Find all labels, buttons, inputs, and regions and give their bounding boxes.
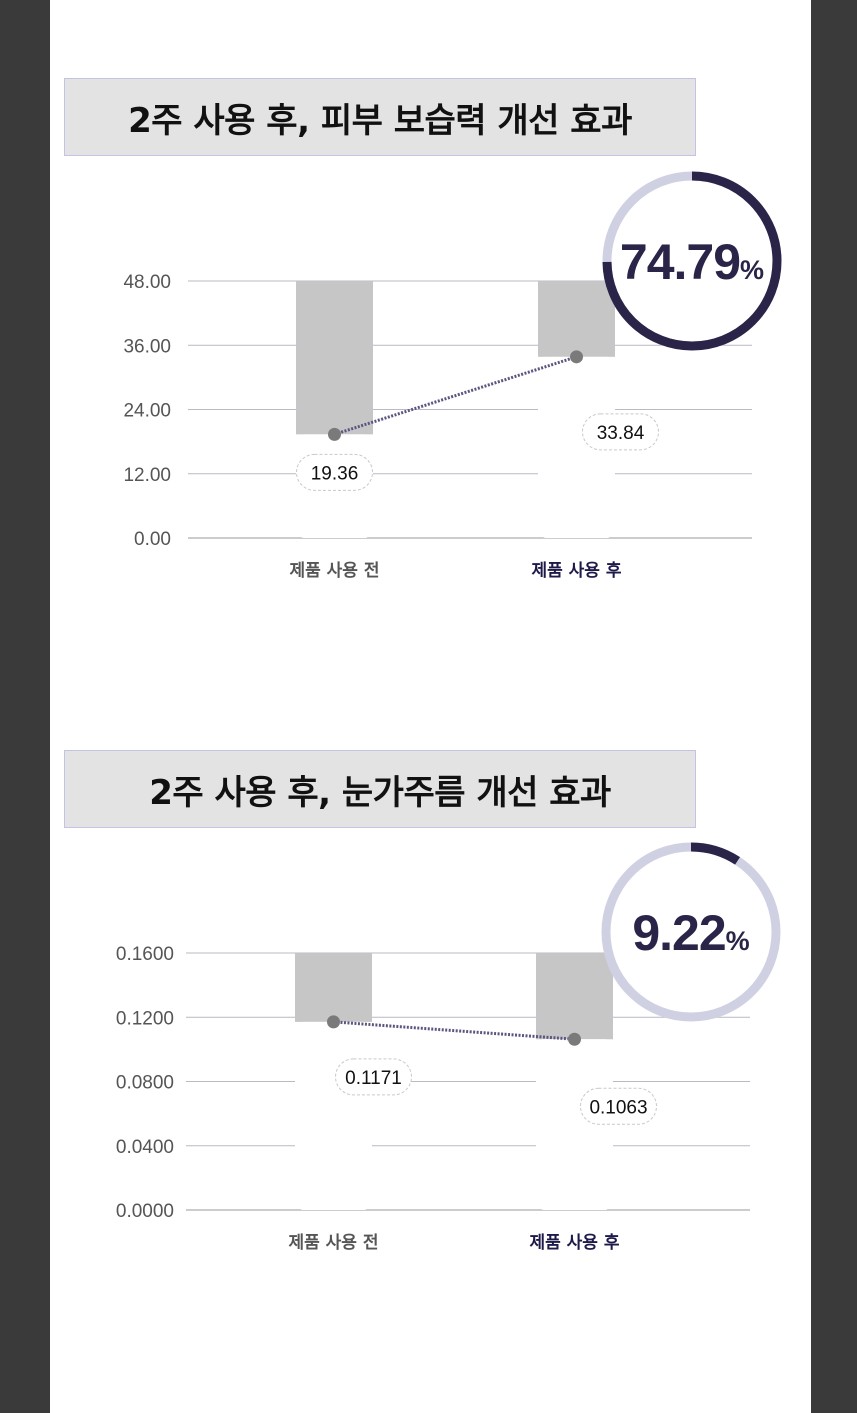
y-tick-label: 0.1600 bbox=[116, 944, 174, 965]
y-tick-label: 0.00 bbox=[134, 529, 171, 550]
y-tick-label: 0.0400 bbox=[116, 1137, 174, 1158]
bar-background bbox=[536, 953, 613, 1040]
bar-value bbox=[538, 356, 615, 538]
progress-ring-arc bbox=[601, 842, 781, 1022]
data-point bbox=[327, 1015, 340, 1029]
data-label: 0.1063 bbox=[589, 1097, 647, 1118]
x-category-label: 제품 사용 전 bbox=[289, 561, 379, 581]
chart-1: 48.00 36.00 24.00 12.00 0.00 19.36 33.84 제품 사용 … bbox=[123, 171, 782, 581]
chart-2: 0.1600 0.1200 0.0800 0.0400 0.0000 0.1171 0.10… bbox=[116, 842, 781, 1253]
series-line bbox=[334, 355, 577, 436]
y-tick-label: 0.1200 bbox=[116, 1008, 174, 1029]
value-label-pill bbox=[296, 453, 373, 491]
value-label-pill bbox=[335, 1058, 412, 1096]
data-point bbox=[570, 350, 583, 364]
y-tick-label: 48.00 bbox=[123, 272, 171, 293]
bar-background bbox=[296, 281, 373, 435]
chart-title: 2주 사용 후, 피부 보습력 개선 효과 bbox=[64, 78, 696, 156]
chart-title: 2주 사용 후, 눈가주름 개선 효과 bbox=[64, 750, 696, 828]
data-label: 33.84 bbox=[597, 423, 645, 444]
bar-background bbox=[538, 281, 615, 357]
improvement-value: 9.22% bbox=[632, 905, 749, 961]
y-tick-label: 24.00 bbox=[123, 401, 171, 422]
series-line bbox=[333, 1020, 575, 1041]
bar-value bbox=[295, 1021, 372, 1210]
improvement-value: 74.79% bbox=[620, 234, 764, 290]
data-label: 19.36 bbox=[311, 463, 359, 484]
bar-background bbox=[295, 953, 372, 1022]
y-tick-label: 12.00 bbox=[123, 465, 171, 486]
data-point bbox=[568, 1032, 581, 1046]
y-tick-label: 0.0800 bbox=[116, 1073, 174, 1094]
y-tick-label: 0.0000 bbox=[116, 1201, 174, 1222]
value-label-pill bbox=[580, 1087, 657, 1125]
bar-value bbox=[536, 1039, 613, 1210]
value-label-pill bbox=[582, 413, 659, 451]
progress-ring-arc bbox=[602, 171, 782, 351]
x-category-label: 제품 사용 후 bbox=[531, 560, 621, 581]
x-category-label: 제품 사용 후 bbox=[529, 1232, 619, 1253]
data-label: 0.1171 bbox=[345, 1068, 402, 1089]
x-category-label: 제품 사용 전 bbox=[288, 1233, 378, 1253]
y-tick-label: 36.00 bbox=[123, 336, 171, 357]
data-point bbox=[328, 427, 341, 441]
